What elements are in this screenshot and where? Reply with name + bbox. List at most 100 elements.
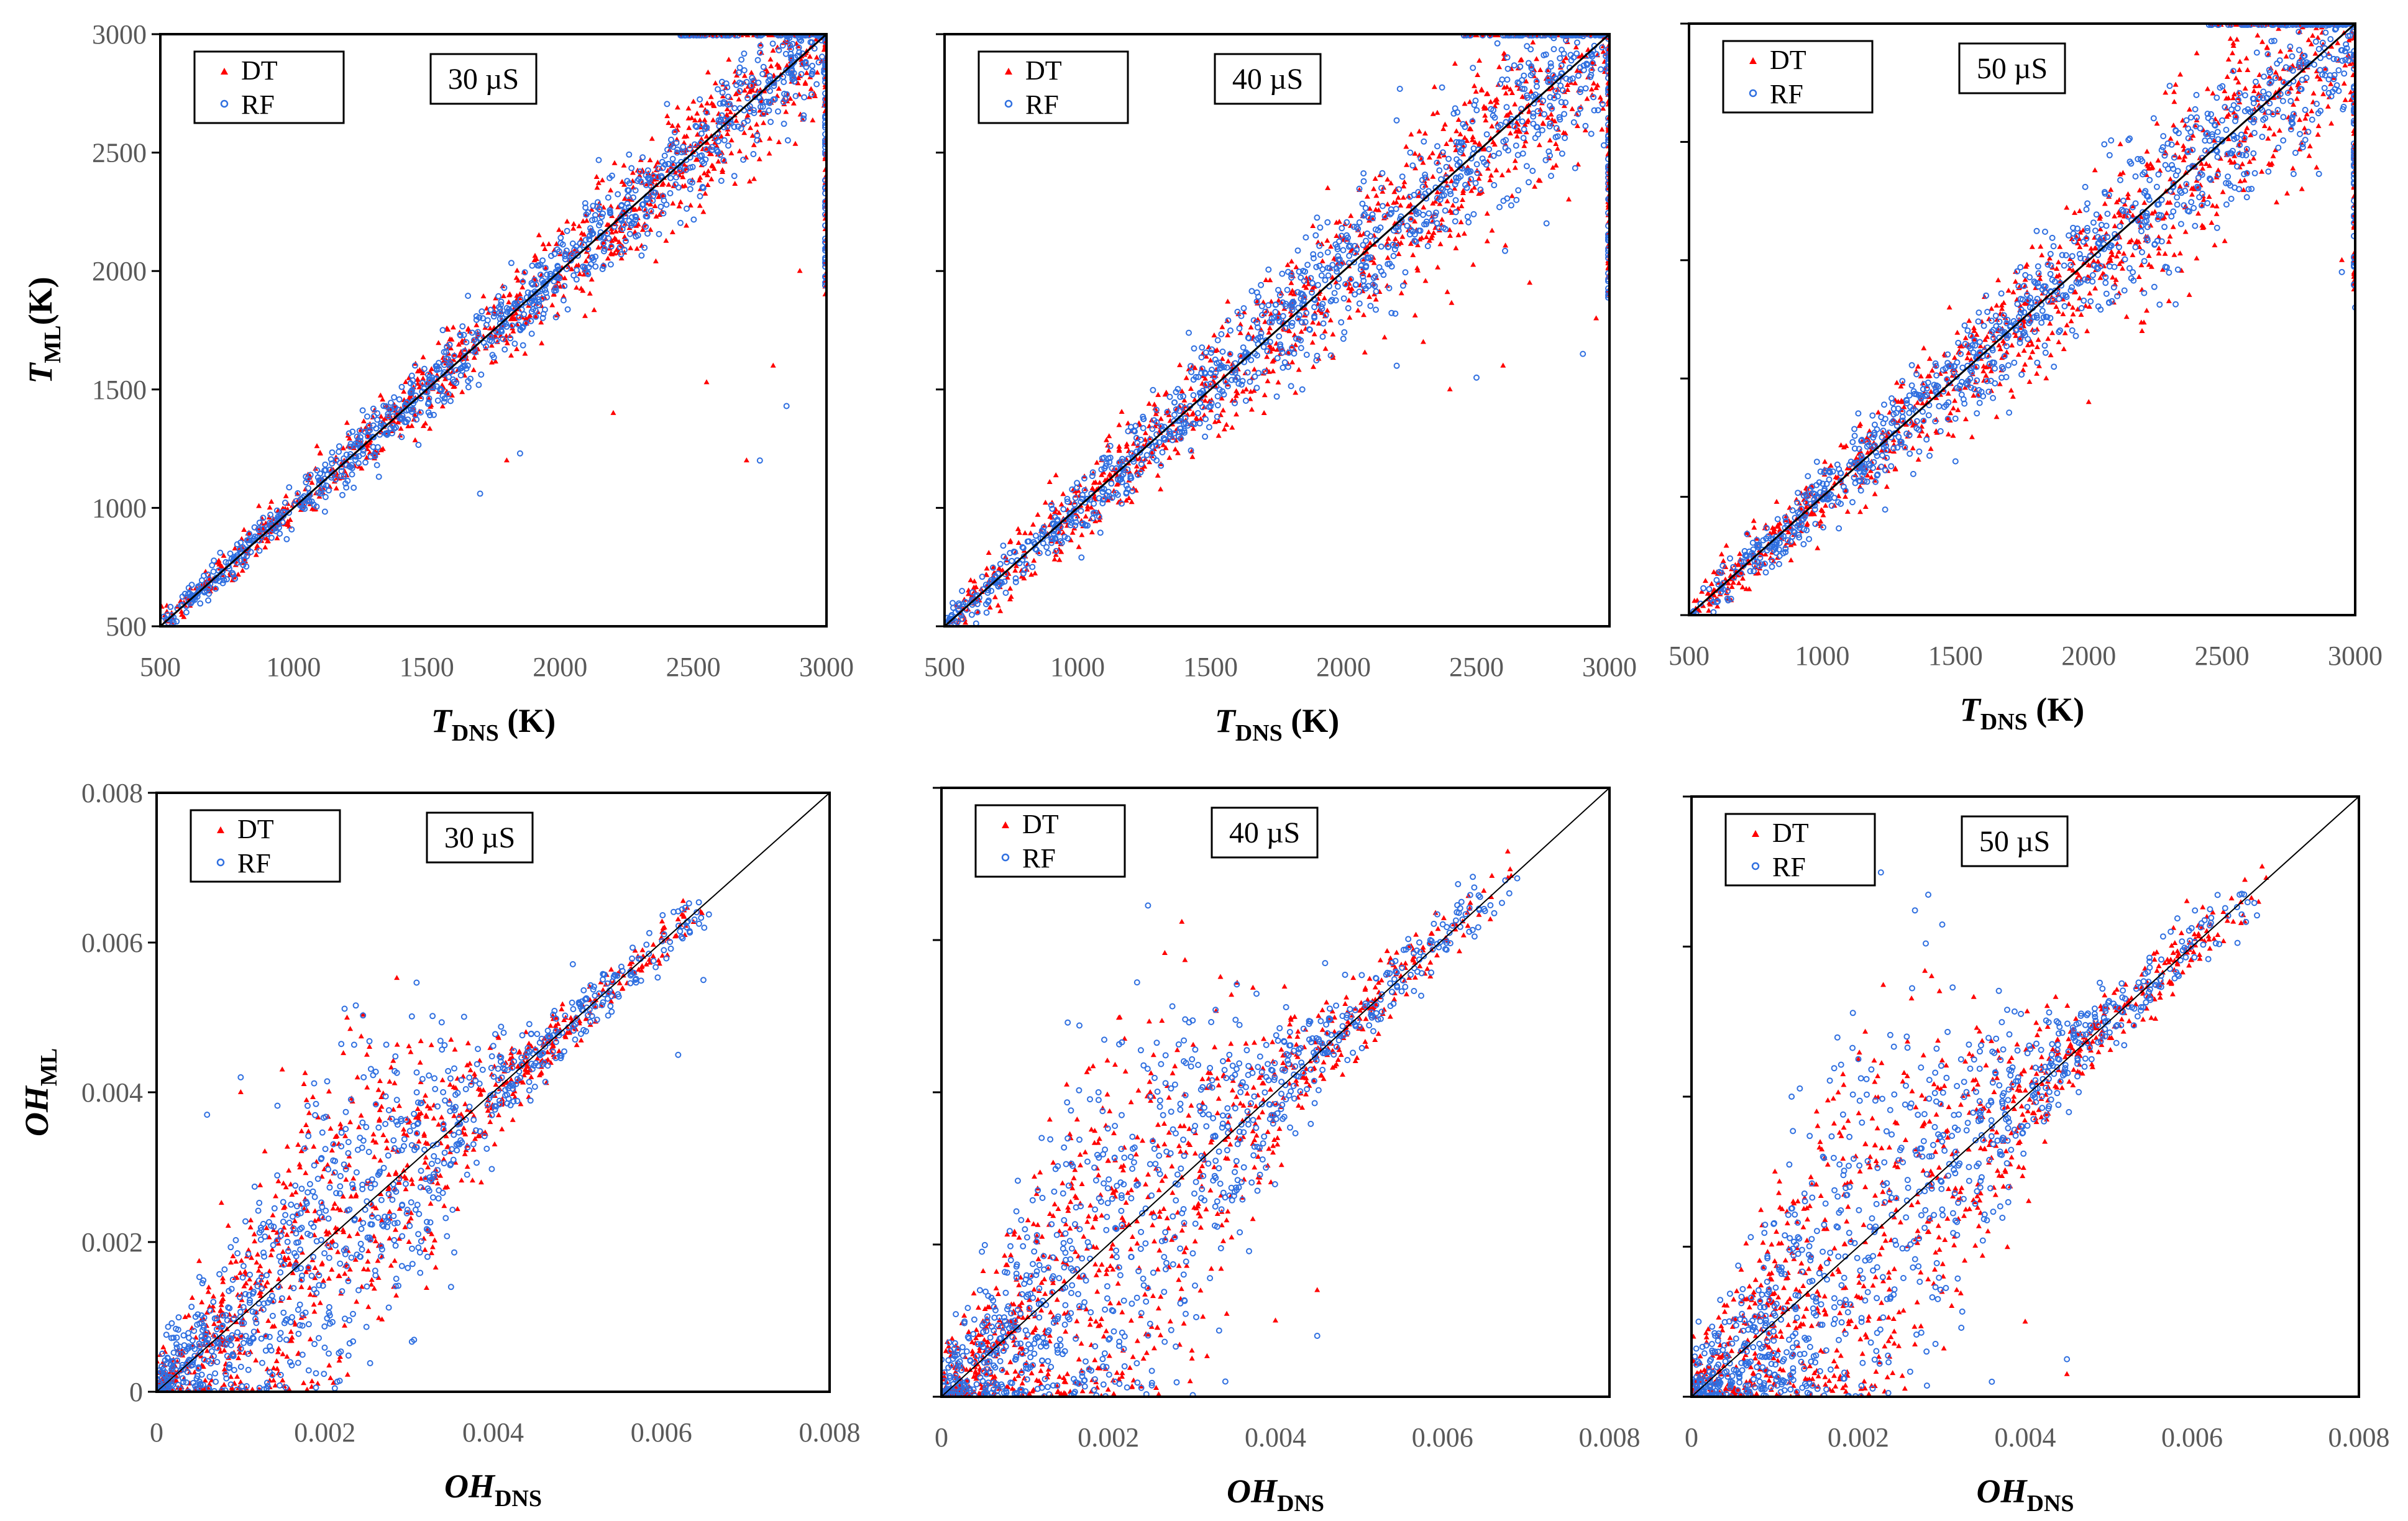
dt-point <box>1503 242 1509 248</box>
rf-point <box>206 590 212 597</box>
rf-point <box>650 189 657 196</box>
dt-point <box>1261 392 1268 398</box>
rf-point <box>1356 288 1363 295</box>
rf-point <box>490 313 497 320</box>
dt-point <box>1852 472 1859 477</box>
dt-point <box>652 258 659 263</box>
dt-point <box>1241 309 1247 314</box>
rf-point <box>1347 276 1354 283</box>
dt-point <box>2027 354 2033 360</box>
rf-point <box>1419 183 1426 190</box>
dt-point <box>2347 61 2353 66</box>
rf-point <box>1458 139 1465 146</box>
dt-point <box>1980 368 1987 373</box>
rf-point <box>1313 357 1320 363</box>
rf-point <box>1352 250 1358 257</box>
rf-point <box>780 99 787 106</box>
rf-point <box>502 311 509 317</box>
dt-point <box>2172 81 2179 87</box>
rf-point <box>1119 455 1125 462</box>
dt-point <box>533 313 539 319</box>
dt-point <box>1484 238 1490 244</box>
dt-point <box>1398 203 1404 208</box>
rf-point <box>1020 570 1027 577</box>
rf-point <box>1399 173 1406 180</box>
rf-point <box>1457 149 1463 156</box>
rf-point <box>1440 192 1447 199</box>
rf-point <box>1020 545 1027 551</box>
rf-point <box>1370 215 1376 222</box>
rf-point <box>533 307 539 314</box>
dt-point <box>1403 144 1409 149</box>
dt-point <box>1555 145 1560 151</box>
rf-point <box>359 407 366 414</box>
rf-point <box>1101 496 1107 503</box>
dt-point <box>1820 512 1826 518</box>
rf-point <box>473 316 480 323</box>
rf-point <box>1288 383 1294 390</box>
dt-point <box>1229 424 1235 430</box>
rf-point <box>1334 283 1341 290</box>
rf-point <box>1415 189 1422 196</box>
rf-point <box>305 485 311 491</box>
dt-point <box>561 293 567 299</box>
dt-point <box>720 169 726 174</box>
dt-point <box>1481 106 1488 111</box>
dt-point <box>2230 95 2236 101</box>
dt-point <box>582 313 588 318</box>
x-tick-label: 1500 <box>400 652 454 682</box>
rf-point <box>447 398 454 404</box>
dt-point <box>1730 580 1736 585</box>
dt-point <box>1130 485 1137 491</box>
rf-point <box>1194 410 1201 416</box>
dt-point <box>1426 237 1432 243</box>
rf-point <box>1207 349 1214 356</box>
dt-point <box>705 69 711 75</box>
rf-point <box>1197 400 1204 406</box>
dt-point <box>1007 585 1014 591</box>
rf-point <box>1527 46 1534 53</box>
rf-point <box>774 75 781 82</box>
rf-point <box>1238 313 1245 319</box>
dt-point <box>1862 504 1869 509</box>
dt-point <box>178 608 185 614</box>
dt-point <box>1473 88 1479 94</box>
dt-point <box>1996 342 2002 348</box>
rf-point <box>1091 500 1097 507</box>
rf-point <box>1289 344 1296 351</box>
dt-point <box>1348 222 1354 228</box>
rf-point <box>458 365 465 372</box>
dt-point <box>570 226 577 231</box>
rf-point <box>1412 208 1419 214</box>
rf-point <box>1557 55 1563 62</box>
rf-point <box>724 84 731 91</box>
dt-point <box>1248 406 1255 412</box>
dt-point <box>1192 396 1198 402</box>
dt-point <box>1476 175 1482 181</box>
rf-point <box>585 264 592 271</box>
rf-point <box>1422 171 1429 178</box>
dt-point <box>634 245 640 251</box>
rf-point <box>636 168 643 175</box>
rf-point <box>467 375 474 382</box>
dt-point <box>1448 137 1454 142</box>
rf-point <box>1230 365 1237 372</box>
rf-point <box>626 207 633 214</box>
rf-point <box>1202 416 1209 422</box>
rf-point <box>1265 302 1272 309</box>
dt-point <box>333 485 339 491</box>
rf-point <box>657 203 664 210</box>
dt-point <box>2056 259 2061 265</box>
dt-point <box>1197 416 1204 421</box>
rf-point <box>1060 506 1067 513</box>
dt-point <box>420 422 426 428</box>
dt-point <box>1921 418 1927 423</box>
rf-point <box>1439 149 1446 156</box>
dt-point <box>1798 528 1804 534</box>
dt-point <box>1190 410 1196 416</box>
dt-point <box>2156 245 2162 250</box>
rf-point <box>766 107 772 114</box>
rf-point <box>669 155 676 162</box>
dt-point <box>1234 388 1239 393</box>
dt-point <box>1458 219 1464 224</box>
